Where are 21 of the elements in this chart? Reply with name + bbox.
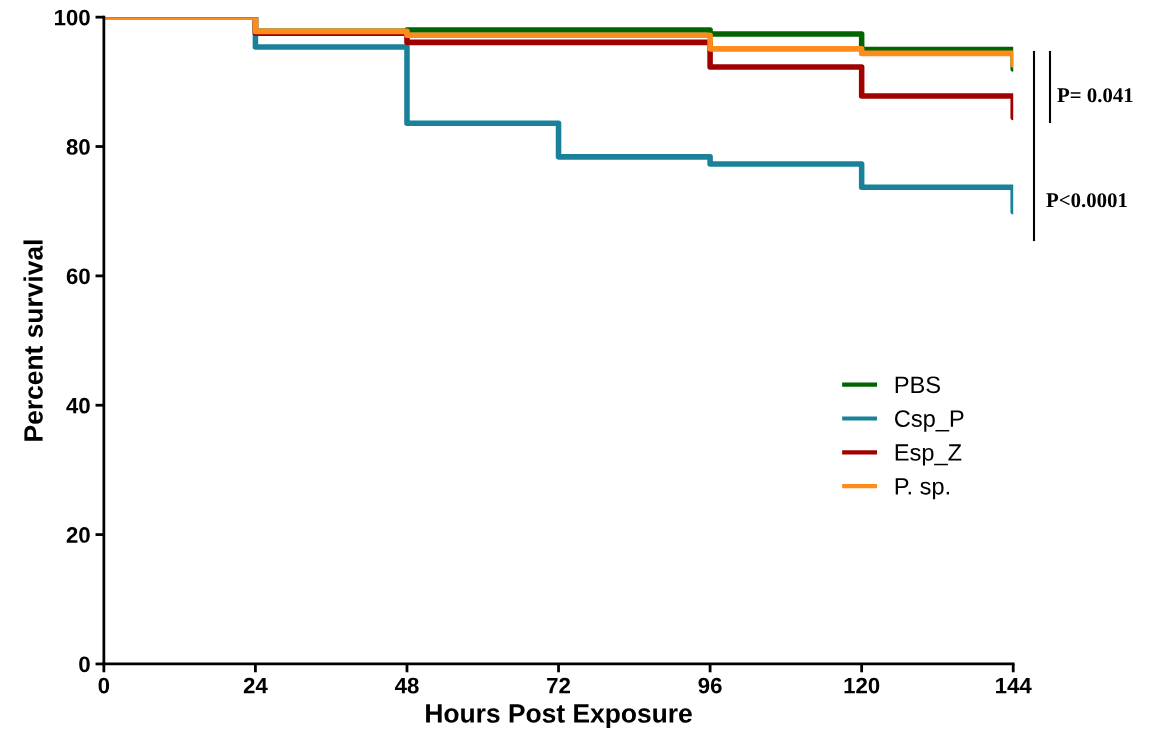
- legend-label: PBS: [895, 376, 940, 394]
- x-tick-label: 48: [394, 677, 419, 694]
- y-tick-label: 0: [79, 656, 90, 673]
- y-tick-label: 100: [54, 9, 90, 26]
- y-axis-title: Percent survival: [23, 240, 43, 441]
- x-tick-label: 120: [844, 677, 880, 694]
- y-tick-label: 60: [66, 268, 90, 285]
- legend-label: Esp_Z: [895, 444, 962, 466]
- y-tick-label: 80: [66, 139, 90, 155]
- y-tick-label: 40: [66, 397, 90, 414]
- text: P= 0.041: [1057, 88, 1133, 103]
- x-tick-label: 0: [98, 677, 110, 694]
- text: P<0.0001: [1046, 193, 1127, 208]
- x-tick-label: 144: [996, 677, 1032, 694]
- x-tick-label: 72: [547, 677, 571, 694]
- legend-label: Csp_P: [895, 410, 964, 432]
- y-tick-label: 20: [66, 527, 90, 543]
- x-tick-label: 96: [698, 677, 722, 694]
- x-axis-title: Hours Post Exposure: [426, 704, 692, 728]
- legend-label: P. sp.: [895, 478, 949, 500]
- x-tick-label: 24: [243, 677, 268, 694]
